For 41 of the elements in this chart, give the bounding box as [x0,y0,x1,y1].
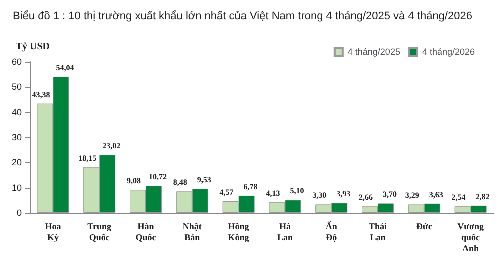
data-label: 9,08 [127,176,141,186]
y-tick-label: 20 [12,158,22,168]
data-label: 3,30 [312,191,327,200]
x-tick-label: Ấn Độ [326,220,338,242]
x-tick-label: Thái Lan [368,222,388,242]
x-tick-label: Nhật Bản [182,222,202,242]
data-label: 6,78 [244,182,258,192]
x-tick-label: Hồng Kông [228,222,250,242]
data-label: 2,66 [359,192,373,202]
data-label: 9,53 [197,176,212,185]
y-tick-label: 60 [12,57,22,67]
legend-label: 4 tháng/2025 [348,47,400,57]
x-tick-label: Hàn Quốc [136,222,156,242]
data-label: 4,13 [266,189,280,198]
data-label: 3,63 [429,190,444,200]
x-tick-label: Trung Quốc [88,222,112,242]
data-label: 3,70 [383,190,397,200]
x-tick-label: Vương quốc Anh [458,222,484,254]
data-label: 43,38 [32,90,50,100]
data-label: 8,48 [173,178,188,188]
data-label: 3,93 [336,190,351,199]
y-tick-label: 0 [16,208,22,218]
data-label: 2,82 [476,192,490,202]
y-axis-title: Tỷ USD [16,42,50,52]
y-tick-label: 10 [12,182,22,193]
x-tick-label: Hà Lan [277,222,293,242]
data-label: 23,02 [102,142,121,151]
data-label: 10,72 [149,172,167,182]
y-tick-label: 50 [12,82,22,92]
x-tick-label: Hoa Kỳ [45,222,62,242]
data-label: 5,10 [290,186,304,196]
data-label: 3,29 [405,191,420,200]
data-label: 18,15 [78,154,97,163]
legend-label: 4 tháng/2026 [422,47,476,57]
y-tick-label: 30 [12,132,22,142]
x-tick-label: Đức [416,222,432,232]
data-label: 4,57 [220,188,234,197]
chart-title: Biểu đồ 1 : 10 thị trường xuất khẩu lớn nhất của Việt Nam trong 4 tháng/2025 và 4 tháng/2026 [13,10,472,22]
data-label: 54,04 [56,64,74,72]
y-tick-label: 40 [12,107,22,118]
data-label: 2,54 [452,193,466,202]
